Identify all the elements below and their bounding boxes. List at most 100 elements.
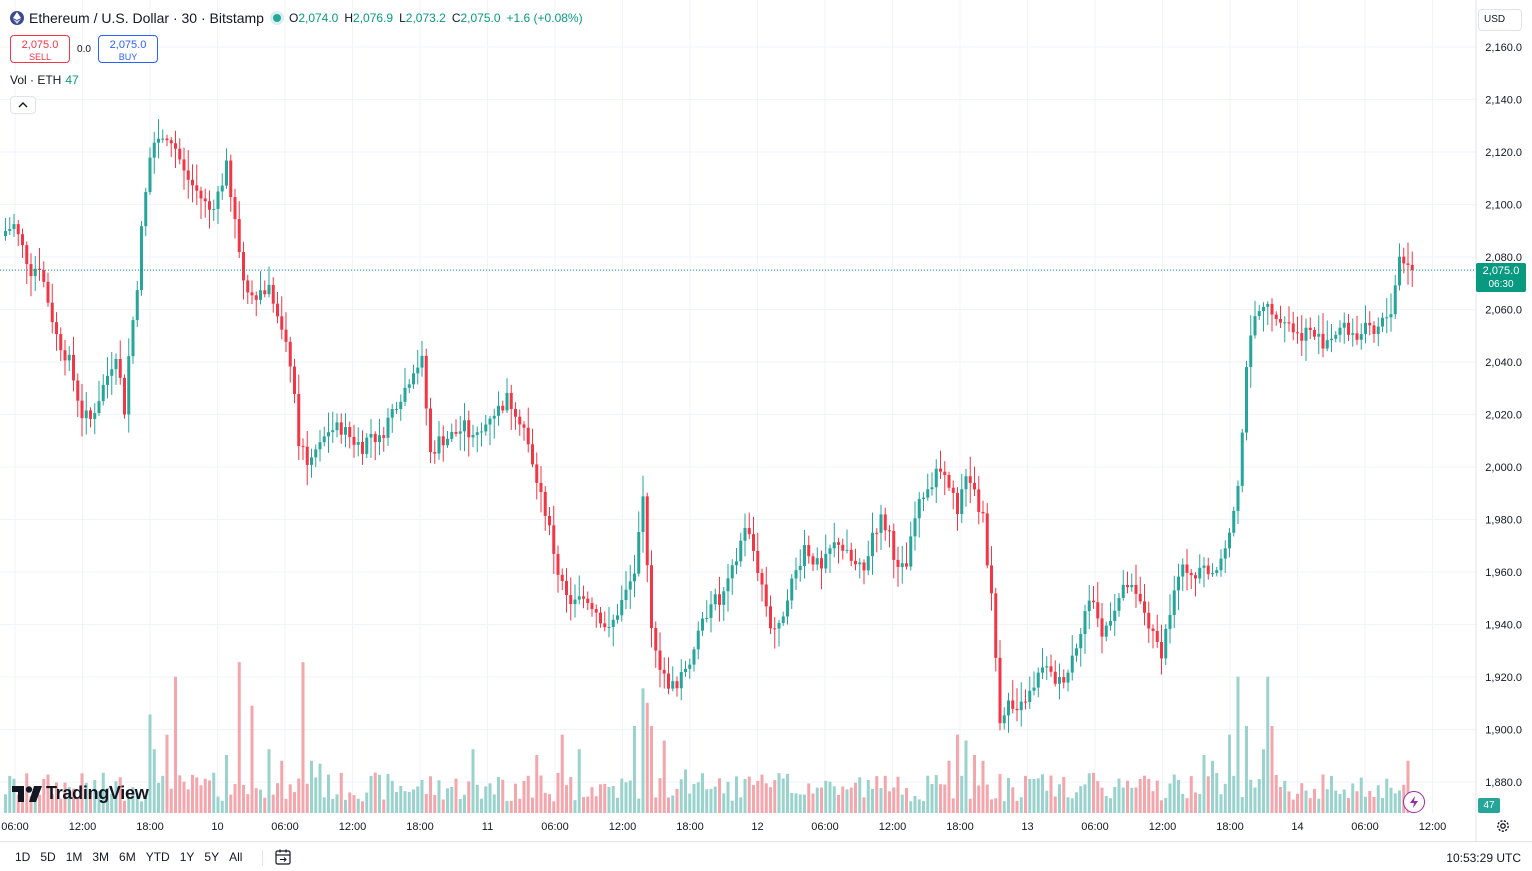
candle-body (909, 536, 913, 567)
candle-body (1296, 332, 1299, 334)
volume-bar (1406, 760, 1410, 813)
range-5y[interactable]: 5Y (204, 850, 220, 864)
candle-body (76, 380, 80, 401)
candle-body (390, 409, 394, 418)
volume-legend[interactable]: Vol · ETH 47 (10, 73, 79, 87)
candle-body (356, 442, 360, 445)
volume-bar (531, 797, 534, 813)
volume-bar (1347, 798, 1350, 813)
volume-bar (1019, 797, 1023, 813)
volume-bar (463, 794, 466, 813)
candle-body (1177, 576, 1180, 591)
volume-bar (905, 788, 908, 813)
candle-body (726, 578, 730, 592)
candle-body (603, 623, 607, 628)
time-tick-label: 06:00 (271, 821, 299, 833)
volume-bar (1100, 787, 1104, 813)
volume-bar (339, 773, 343, 813)
volume-bar (263, 797, 267, 813)
volume-bar (1130, 787, 1134, 813)
candle-body (968, 476, 972, 483)
volume-bar (705, 789, 709, 813)
lightning-button[interactable] (1403, 791, 1425, 813)
candle-body (1053, 671, 1057, 684)
volume-bar (862, 797, 866, 813)
currency-selector[interactable]: USD (1478, 9, 1522, 31)
candle-body (182, 159, 186, 171)
range-1m[interactable]: 1M (65, 850, 83, 864)
candle-body (46, 281, 50, 303)
candle-body (399, 401, 403, 410)
range-5d[interactable]: 5D (40, 850, 56, 864)
volume-bar (1236, 676, 1240, 813)
sell-button[interactable]: 2,075.0 SELL (10, 35, 70, 63)
volume-bar (701, 773, 704, 813)
buy-button[interactable]: 2,075.0 BUY (98, 35, 158, 63)
gear-icon[interactable] (1495, 818, 1511, 834)
candle-body (114, 358, 118, 370)
utc-clock[interactable]: 10:53:29 UTC (1446, 851, 1521, 865)
ohlc-low: L2,073.2 (399, 11, 446, 25)
range-3m[interactable]: 3M (92, 850, 110, 864)
candle-body (781, 616, 785, 623)
volume-bar (131, 787, 135, 813)
candle-body (552, 525, 556, 554)
tradingview-logo[interactable]: TradingView (12, 783, 149, 804)
candle-body (1406, 263, 1410, 265)
candle-body (1410, 264, 1414, 271)
candle-body (386, 417, 390, 438)
range-ytd[interactable]: YTD (145, 850, 170, 864)
volume-bar (977, 785, 981, 813)
volume-bar (875, 776, 879, 813)
range-all[interactable]: All (229, 850, 243, 864)
symbol-title[interactable]: Ethereum / U.S. Dollar · 30 · Bitstamp (29, 10, 264, 26)
toolbar-divider (262, 850, 263, 866)
volume-bar (1049, 775, 1053, 813)
volume-bar (769, 787, 772, 813)
candle-body (1283, 322, 1287, 324)
candle-body (1126, 584, 1129, 588)
candle-body (1164, 628, 1168, 659)
volume-bar (1143, 775, 1146, 813)
volume-bar (888, 791, 891, 813)
candle-body (369, 433, 373, 438)
volume-bar (38, 794, 41, 813)
price-tick-label: 2,020.0 (1485, 410, 1522, 422)
volume-bar (650, 726, 653, 813)
bottom-toolbar: 1D 5D 1M 3M 6M YTD 1Y 5Y All 10:53:29 UTC (0, 841, 1532, 871)
volume-bar (930, 784, 934, 813)
range-6m[interactable]: 6M (119, 850, 136, 864)
candle-body (1274, 314, 1278, 320)
volume-bar (518, 798, 522, 813)
volume-bar (824, 780, 828, 813)
volume-bar (1262, 749, 1265, 813)
candle-body (212, 208, 216, 210)
volume-bar (1249, 779, 1253, 813)
volume-bar (892, 787, 896, 813)
collapse-legend-button[interactable] (10, 96, 36, 114)
candle-body (352, 436, 356, 445)
calendar-range-icon[interactable] (274, 848, 292, 866)
candle-body (718, 594, 721, 605)
candle-body (433, 452, 437, 454)
volume-bar (709, 788, 713, 813)
candle-body (8, 229, 12, 231)
volume-bar (730, 800, 734, 813)
volume-bar (157, 782, 160, 813)
volume-bar (998, 774, 1002, 813)
range-1y[interactable]: 1Y (179, 850, 195, 864)
volume-bar (526, 775, 530, 813)
volume-bar (616, 797, 619, 813)
candle-body (131, 320, 135, 357)
price-chart[interactable]: 1,880.0 1,900.0 1,920.0 1,940.0 1,960.0 1,980… (0, 0, 1532, 841)
range-1d[interactable]: 1D (15, 850, 31, 864)
volume-bar (1381, 798, 1384, 813)
volume-bar (259, 789, 262, 813)
candle-body (437, 436, 441, 454)
volume-bar (794, 793, 798, 813)
candle-body (832, 542, 836, 549)
volume-bar (203, 778, 207, 813)
volume-bar (845, 789, 849, 813)
volume-bar (849, 787, 853, 813)
candle-body (84, 410, 88, 419)
